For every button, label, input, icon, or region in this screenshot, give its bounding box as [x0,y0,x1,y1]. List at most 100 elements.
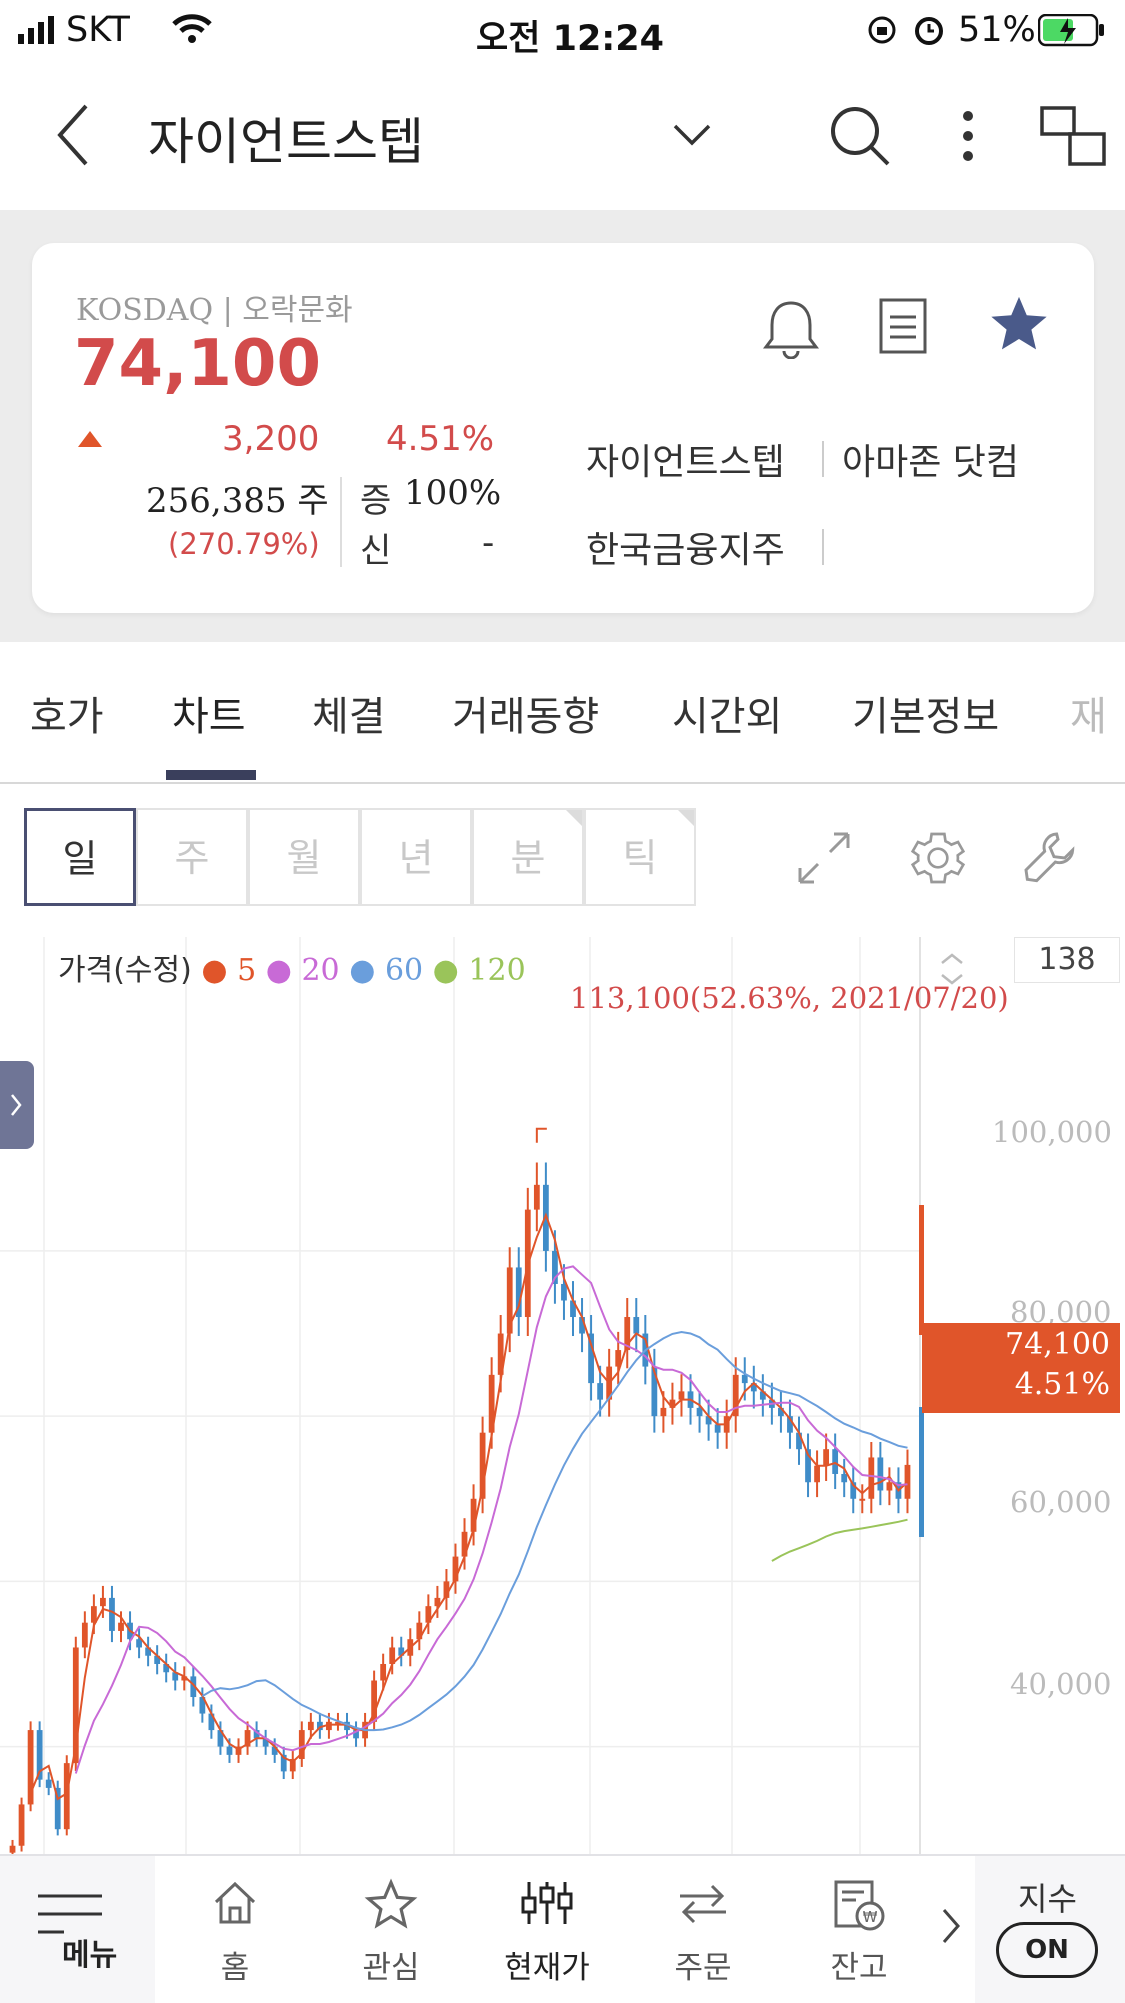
candle-body [9,1845,16,1853]
candle-body [199,1697,206,1714]
tab-more[interactable]: 재 [1070,694,1107,740]
nav-current-price-label: 현재가 [504,1950,590,1986]
period-minute[interactable]: 분 [472,808,584,906]
nav-current-price[interactable]: 현재가 [472,1856,622,2003]
bell-icon[interactable] [762,297,820,359]
nav-order[interactable]: 주문 [628,1856,778,2003]
page-title: 자이언트스텝 [148,113,424,171]
chevron-down-icon[interactable] [672,122,712,148]
expand-icon[interactable] [796,830,852,886]
home-icon [214,1881,256,1924]
document-icon[interactable] [878,297,928,355]
current-price-label: 74,100 4.51% [922,1323,1120,1413]
candle-body [850,1482,857,1499]
index-toggle[interactable]: ON [996,1922,1098,1978]
theme-tag-1[interactable]: 아마존 닷컴 [842,442,1020,483]
candle-body [253,1730,260,1739]
tab-chart[interactable]: 차트 [172,694,246,740]
ma20-label: 20 [301,953,340,988]
margin-value: 100% [404,473,502,513]
gear-icon[interactable] [906,826,970,890]
menu-button[interactable]: 메뉴 [0,1856,155,2003]
candle-body [588,1333,594,1384]
nav-balance[interactable]: ₩ 잔고 [784,1856,934,2003]
divider [822,529,824,565]
period-week[interactable]: 주 [136,808,248,906]
period-tick[interactable]: 틱 [584,808,696,906]
index-label: 지수 [1018,1880,1077,1918]
multi-window-icon[interactable] [1040,106,1106,168]
candle-body [841,1473,848,1483]
candle-body [344,1721,350,1731]
period-tick-label: 틱 [622,836,658,880]
current-price-value: 74,100 [1005,1327,1110,1362]
chart-canvas[interactable] [0,937,1125,1854]
period-month[interactable]: 월 [248,808,360,906]
period-day[interactable]: 일 [24,808,136,906]
chevron-right-icon [11,1094,22,1116]
candle-body [787,1416,793,1433]
tab-after-hours[interactable]: 시간외 [672,694,783,740]
tab-trading-trend[interactable]: 거래동향 [452,694,600,740]
margin-label: 증 [360,481,392,521]
candle-body [796,1432,802,1450]
volume-ratio: (270.79%) [168,527,320,561]
candle-chart-icon [521,1882,573,1924]
candle-body [353,1730,359,1739]
nav-watchlist-label: 관심 [362,1950,420,1986]
candle-body [145,1647,152,1656]
candle-body [868,1457,875,1499]
ma20-dot: ● [265,953,292,988]
battery-percent: 51% [958,10,1036,50]
candle-body [832,1449,839,1474]
candle-body [63,1763,70,1830]
tab-orderbook[interactable]: 호가 [30,694,104,740]
carrier: SKT [66,10,130,50]
chevron-updown-icon[interactable] [938,951,966,987]
nav-home[interactable]: 홈 [160,1856,310,2003]
candle-body [660,1407,667,1417]
up-triangle-icon [78,431,102,447]
candle-body [326,1721,332,1731]
candle-count-badge[interactable]: 138 [1014,937,1120,983]
candle-body [443,1581,450,1598]
candle-body [750,1383,757,1392]
y-tick-60000: 60,000 [1010,1485,1112,1519]
svg-text:₩: ₩ [863,1908,878,1926]
wrench-icon[interactable] [1018,826,1082,890]
chevron-right-icon[interactable] [940,1906,962,1946]
nav-watchlist[interactable]: 관심 [316,1856,466,2003]
side-panel-toggle[interactable] [0,1061,34,1149]
search-icon[interactable] [828,104,892,168]
candle-body [208,1713,215,1731]
max-price-annotation: 113,100(52.63%, 2021/07/20) [570,981,1009,1015]
tab-basic-info[interactable]: 기본정보 [852,694,1000,740]
candle-body [380,1663,387,1681]
period-year[interactable]: 년 [360,808,472,906]
back-arrow-icon[interactable] [52,102,92,168]
candle-body [27,1730,34,1805]
y-tick-40000: 40,000 [1010,1667,1112,1701]
corner-mark [566,810,582,826]
candle-body [497,1333,504,1375]
alarm-icon [915,17,943,45]
candle-body [678,1391,685,1400]
price-change: 3,200 [222,419,320,459]
ma5-line [29,1212,909,1801]
period-minute-label: 분 [510,836,546,880]
wifi-icon [172,14,212,43]
tab-trades[interactable]: 체결 [312,694,386,740]
max-marker [535,1127,547,1143]
credit-label: 신 [360,531,392,571]
more-vertical-icon[interactable] [960,108,976,164]
price-chart[interactable]: 가격(수정) ● 5 ● 20 ● 60 ● 120 138 113,100(5… [0,937,1125,1854]
theme-tag-0[interactable]: 자이언트스텝 [586,442,785,483]
star-filled-icon[interactable] [988,293,1050,355]
candle-body [877,1457,884,1491]
candle-body [579,1317,585,1334]
candle-body [904,1464,911,1499]
candle-body [316,1721,323,1731]
current-price-pct: 4.51% [1014,1367,1110,1402]
battery-icon [1038,14,1104,47]
theme-tag-2[interactable]: 한국금융지주 [586,530,785,571]
